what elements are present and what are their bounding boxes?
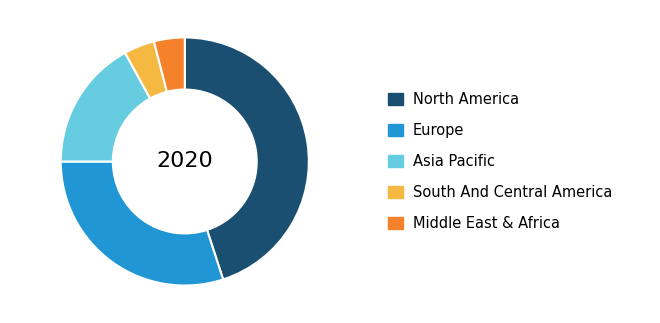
- Wedge shape: [61, 162, 223, 286]
- Wedge shape: [185, 37, 309, 279]
- Wedge shape: [154, 37, 185, 92]
- Text: 2020: 2020: [156, 151, 213, 172]
- Legend: North America, Europe, Asia Pacific, South And Central America, Middle East & Af: North America, Europe, Asia Pacific, Sou…: [388, 92, 612, 231]
- Wedge shape: [61, 53, 150, 162]
- Wedge shape: [125, 41, 167, 99]
